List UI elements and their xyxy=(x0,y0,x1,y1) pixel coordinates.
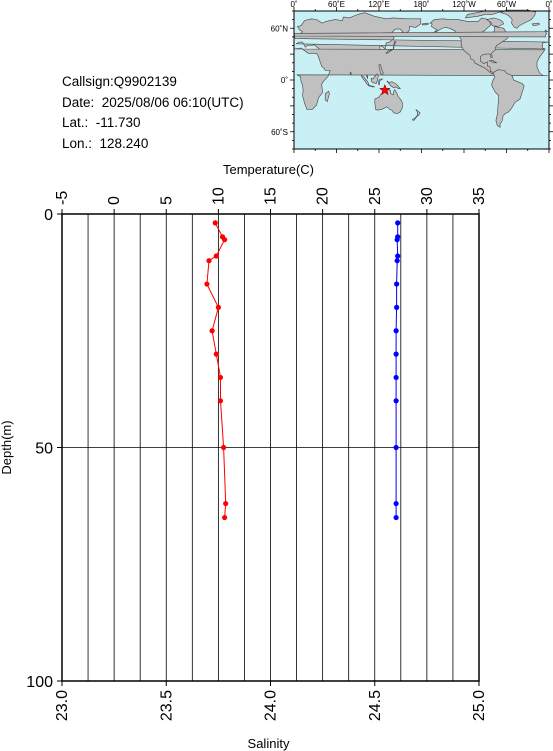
data-point xyxy=(393,514,399,521)
data-point xyxy=(206,258,212,264)
series-line xyxy=(395,222,399,518)
map-lon-label: 120˚E xyxy=(368,0,389,9)
data-point xyxy=(204,281,210,287)
data-point xyxy=(213,351,219,357)
data-point xyxy=(222,237,228,243)
top-axis-tick-label: 5 xyxy=(158,196,175,205)
arctic-islands-landmass xyxy=(464,10,504,19)
borneo-landmass xyxy=(370,73,379,84)
baffin-landmass xyxy=(485,17,505,27)
top-axis-title: Temperature(C) xyxy=(223,162,314,177)
new-guinea-landmass xyxy=(386,80,401,89)
map-lon-label: 120˚W xyxy=(452,0,476,9)
station-marker xyxy=(378,83,391,96)
map-lon-label: 0˚ xyxy=(290,0,297,9)
top-axis-tick-label: 15 xyxy=(263,187,280,205)
map-lon-label: 180˚ xyxy=(413,0,429,9)
philippines-landmass xyxy=(378,64,384,76)
top-axis-tick-label: 35 xyxy=(471,187,488,205)
data-point xyxy=(217,398,224,404)
series-line xyxy=(206,222,227,518)
cuba-landmass xyxy=(488,59,498,64)
map-lat-label: 0˚ xyxy=(281,76,288,85)
bottom-axis-tick-label: 25.0 xyxy=(471,690,488,721)
data-point xyxy=(209,328,215,334)
y-axis-tick-label: 0 xyxy=(44,207,53,224)
data-point xyxy=(217,374,224,381)
data-point xyxy=(212,220,218,226)
data-point xyxy=(394,304,400,310)
bottom-axis-tick-label: 24.0 xyxy=(263,690,280,721)
data-point xyxy=(220,444,227,451)
data-point xyxy=(393,500,399,507)
data-point xyxy=(394,237,400,243)
top-axis-tick-label: 20 xyxy=(315,187,332,205)
top-axis-tick-label: 0 xyxy=(106,196,123,205)
map-lon-label: 60˚W xyxy=(497,0,517,9)
japan-landmass xyxy=(385,40,397,54)
new-zealand-landmass xyxy=(411,109,421,121)
chukotka-landmass xyxy=(421,22,430,26)
bottom-axis-tick-label: 24.5 xyxy=(367,690,384,721)
latitude-text: Lat.: -11.730 xyxy=(62,115,141,130)
data-point xyxy=(393,444,399,451)
longitude-text: Lon.: 128.240 xyxy=(62,135,149,151)
date-text: Date: 2025/08/06 06:10(UTC) xyxy=(62,94,244,110)
map-lon-label: 60˚E xyxy=(328,0,345,9)
bottom-axis-tick-label: 23.5 xyxy=(158,690,175,721)
data-point xyxy=(213,253,219,259)
data-point xyxy=(223,500,229,507)
sulawesi-landmass xyxy=(377,78,384,85)
bottom-axis-tick-label: 23.0 xyxy=(54,690,71,721)
callsign-text: Callsign:Q9902139 xyxy=(62,74,177,89)
data-point xyxy=(393,351,399,357)
y-axis-tick-label: 50 xyxy=(35,441,53,458)
top-axis-tick-label: 30 xyxy=(419,187,436,205)
bottom-axis-title: Salinity xyxy=(248,736,290,751)
iceland-landmass xyxy=(531,22,540,27)
y-axis-tick-label: 100 xyxy=(26,674,53,691)
sumatra-landmass xyxy=(360,75,370,86)
top-axis-tick-label: -5 xyxy=(54,191,71,205)
top-axis-tick-label: 25 xyxy=(367,187,384,205)
sri-lanka-landmass xyxy=(349,71,352,76)
data-point xyxy=(393,374,399,381)
top-axis-tick-label: 10 xyxy=(210,187,227,205)
data-point xyxy=(222,514,228,521)
data-point xyxy=(215,304,221,310)
data-point xyxy=(394,281,400,287)
map-lat-label: 60˚N xyxy=(271,24,289,33)
map-lon-label: 0˚ xyxy=(545,0,552,9)
data-point xyxy=(393,328,399,334)
java-landmass xyxy=(367,84,375,88)
map-lat-label: 60˚S xyxy=(271,128,288,137)
station-info: Callsign:Q9902139 Date: 2025/08/06 06:10… xyxy=(62,72,244,154)
data-point xyxy=(394,258,400,264)
y-axis-title: Depth(m) xyxy=(0,420,14,474)
data-point xyxy=(395,220,401,226)
madagascar-landmass xyxy=(324,90,330,103)
data-point xyxy=(393,398,399,404)
data-point xyxy=(395,253,401,259)
world-map: 0˚ 60˚E 120˚E 180˚ 120˚W 60˚W 0˚ 60˚N 0˚ 60˚S xyxy=(271,0,553,153)
south-america-landmass xyxy=(491,69,525,128)
